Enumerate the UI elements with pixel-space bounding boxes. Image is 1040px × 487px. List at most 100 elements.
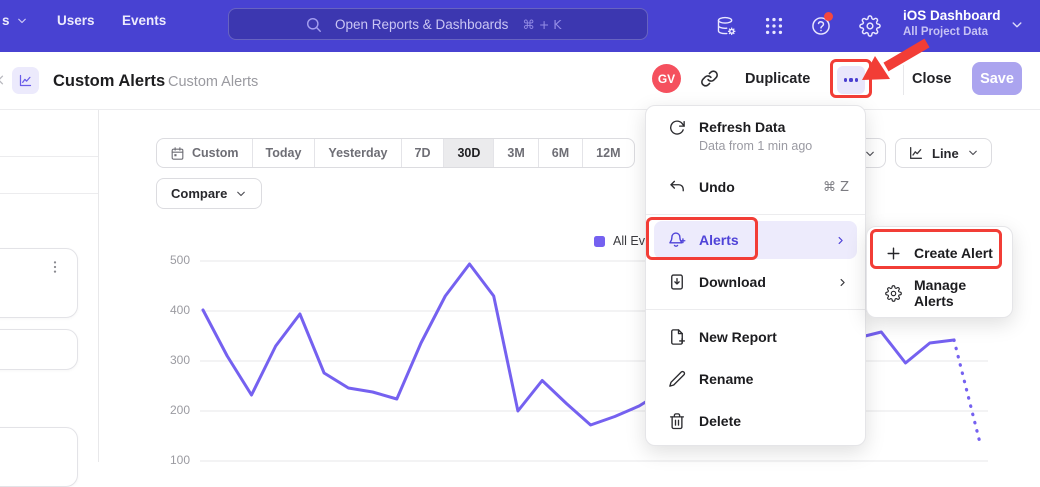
sidebar-divider (0, 156, 98, 157)
menu-item-refresh-data[interactable]: Refresh Data Data from 1 min ago (646, 116, 865, 166)
avatar[interactable]: GV (652, 64, 681, 93)
range-label: 7D (415, 146, 431, 160)
menu-item-label: Undo (699, 179, 735, 195)
range-button-12m[interactable]: 12M (582, 139, 633, 167)
nav-item-users[interactable]: Users (57, 13, 95, 28)
chevron-down-icon (16, 15, 28, 27)
menu-item-shortcut: ⌘ Z (823, 180, 849, 195)
new-report-icon (668, 328, 686, 346)
delete-icon (668, 412, 686, 430)
kebab-menu-icon[interactable] (47, 255, 63, 279)
menu-item-new-report[interactable]: New Report (646, 316, 865, 358)
menu-item-alerts[interactable]: Alerts (654, 221, 857, 259)
menu-divider (646, 214, 865, 215)
compare-button[interactable]: Compare (156, 178, 262, 209)
range-button-custom[interactable]: Custom (157, 139, 252, 167)
range-button-6m[interactable]: 6M (538, 139, 582, 167)
submenu-item-create-alert[interactable]: Create Alert (867, 233, 1012, 273)
report-type-badge (12, 67, 39, 94)
download-icon (668, 273, 686, 291)
chevron-down-icon (1010, 18, 1024, 32)
project-selector[interactable]: iOS Dashboard All Project Data (903, 7, 1024, 40)
menu-item-label: Delete (699, 413, 741, 429)
menu-item-label: Download (699, 274, 766, 290)
menu-item-download[interactable]: Download (646, 261, 865, 303)
settings-gear-icon[interactable] (859, 15, 881, 37)
chevron-right-icon (836, 276, 849, 289)
menu-item-label: Rename (699, 371, 753, 387)
breadcrumb[interactable]: Custom Alerts (168, 74, 258, 90)
range-button-30d[interactable]: 30D (443, 139, 493, 167)
range-label: Custom (192, 146, 239, 160)
undo-icon (668, 178, 686, 196)
chart-type-button[interactable]: Line (895, 138, 992, 168)
share-link-icon[interactable] (700, 69, 719, 88)
legend-swatch (594, 236, 605, 247)
top-navbar: s Users Events Open Reports & Dashboards… (0, 0, 1040, 52)
menu-item-sublabel: Data from 1 min ago (699, 139, 812, 153)
line-chart-icon (18, 73, 33, 88)
range-label: 12M (596, 146, 620, 160)
sidebar-card[interactable] (0, 329, 78, 370)
search-shortcut: ⌘ + K (522, 17, 561, 32)
save-button[interactable]: Save (972, 62, 1022, 95)
nav-item-events[interactable]: Events (122, 13, 166, 28)
sidebar-divider (0, 193, 98, 194)
y-tick-label: 200 (160, 403, 190, 417)
nav-item-cutoff[interactable]: s (2, 13, 28, 28)
nav-item-cutoff-label: s (2, 13, 10, 28)
y-tick-label: 100 (160, 453, 190, 467)
header-divider (903, 65, 904, 95)
data-settings-icon[interactable] (715, 15, 737, 37)
menu-item-label: Refresh Data (699, 119, 812, 135)
global-search-input[interactable]: Open Reports & Dashboards ⌘ + K (228, 8, 648, 40)
notification-dot (824, 12, 833, 21)
range-label: 30D (457, 146, 480, 160)
range-button-3m[interactable]: 3M (493, 139, 537, 167)
chevron-down-icon (235, 188, 247, 200)
project-scope: All Project Data (903, 25, 1001, 40)
menu-item-undo[interactable]: Undo ⌘ Z (646, 166, 865, 208)
search-placeholder: Open Reports & Dashboards (335, 17, 508, 32)
submenu-item-manage-alerts[interactable]: Manage Alerts (867, 273, 1012, 313)
chevron-right-icon (834, 234, 847, 247)
manage-alerts-icon (885, 285, 902, 302)
range-label: 3M (507, 146, 524, 160)
range-label: Today (266, 146, 302, 160)
compare-label: Compare (171, 186, 227, 201)
collapse-sidebar-icon[interactable] (0, 73, 8, 87)
range-button-today[interactable]: Today (252, 139, 315, 167)
report-header: Custom Alerts Custom Alerts GV Duplicate… (0, 52, 1040, 110)
rename-icon (668, 370, 686, 388)
close-button[interactable]: Close (912, 71, 952, 87)
search-icon (305, 16, 322, 33)
date-range-selector: Custom Today Yesterday 7D 30D 3M 6M 12M (156, 138, 635, 168)
range-button-yesterday[interactable]: Yesterday (314, 139, 400, 167)
submenu-item-label: Create Alert (914, 245, 993, 261)
sidebar-border (98, 110, 99, 462)
alerts-icon (668, 231, 686, 249)
y-tick-label: 400 (160, 303, 190, 317)
sidebar-card[interactable] (0, 248, 78, 318)
line-chart-icon (908, 145, 924, 161)
range-button-7d[interactable]: 7D (401, 139, 444, 167)
refresh-data-icon (668, 119, 686, 137)
sidebar-card[interactable] (0, 427, 78, 487)
chart-type-label: Line (932, 146, 959, 161)
chevron-down-icon (967, 147, 979, 159)
range-label: 6M (552, 146, 569, 160)
more-options-button[interactable] (837, 66, 865, 94)
menu-item-label: Alerts (699, 232, 739, 248)
calendar-icon (170, 146, 185, 161)
y-tick-label: 500 (160, 253, 190, 267)
project-name: iOS Dashboard (903, 7, 1001, 25)
y-tick-label: 300 (160, 353, 190, 367)
menu-divider (646, 309, 865, 310)
submenu-item-label: Manage Alerts (914, 277, 998, 309)
duplicate-button[interactable]: Duplicate (745, 71, 810, 87)
create-alert-icon (885, 245, 902, 262)
apps-grid-icon[interactable] (763, 15, 785, 37)
menu-item-rename[interactable]: Rename (646, 358, 865, 400)
menu-item-delete[interactable]: Delete (646, 400, 865, 442)
range-label: Yesterday (328, 146, 387, 160)
